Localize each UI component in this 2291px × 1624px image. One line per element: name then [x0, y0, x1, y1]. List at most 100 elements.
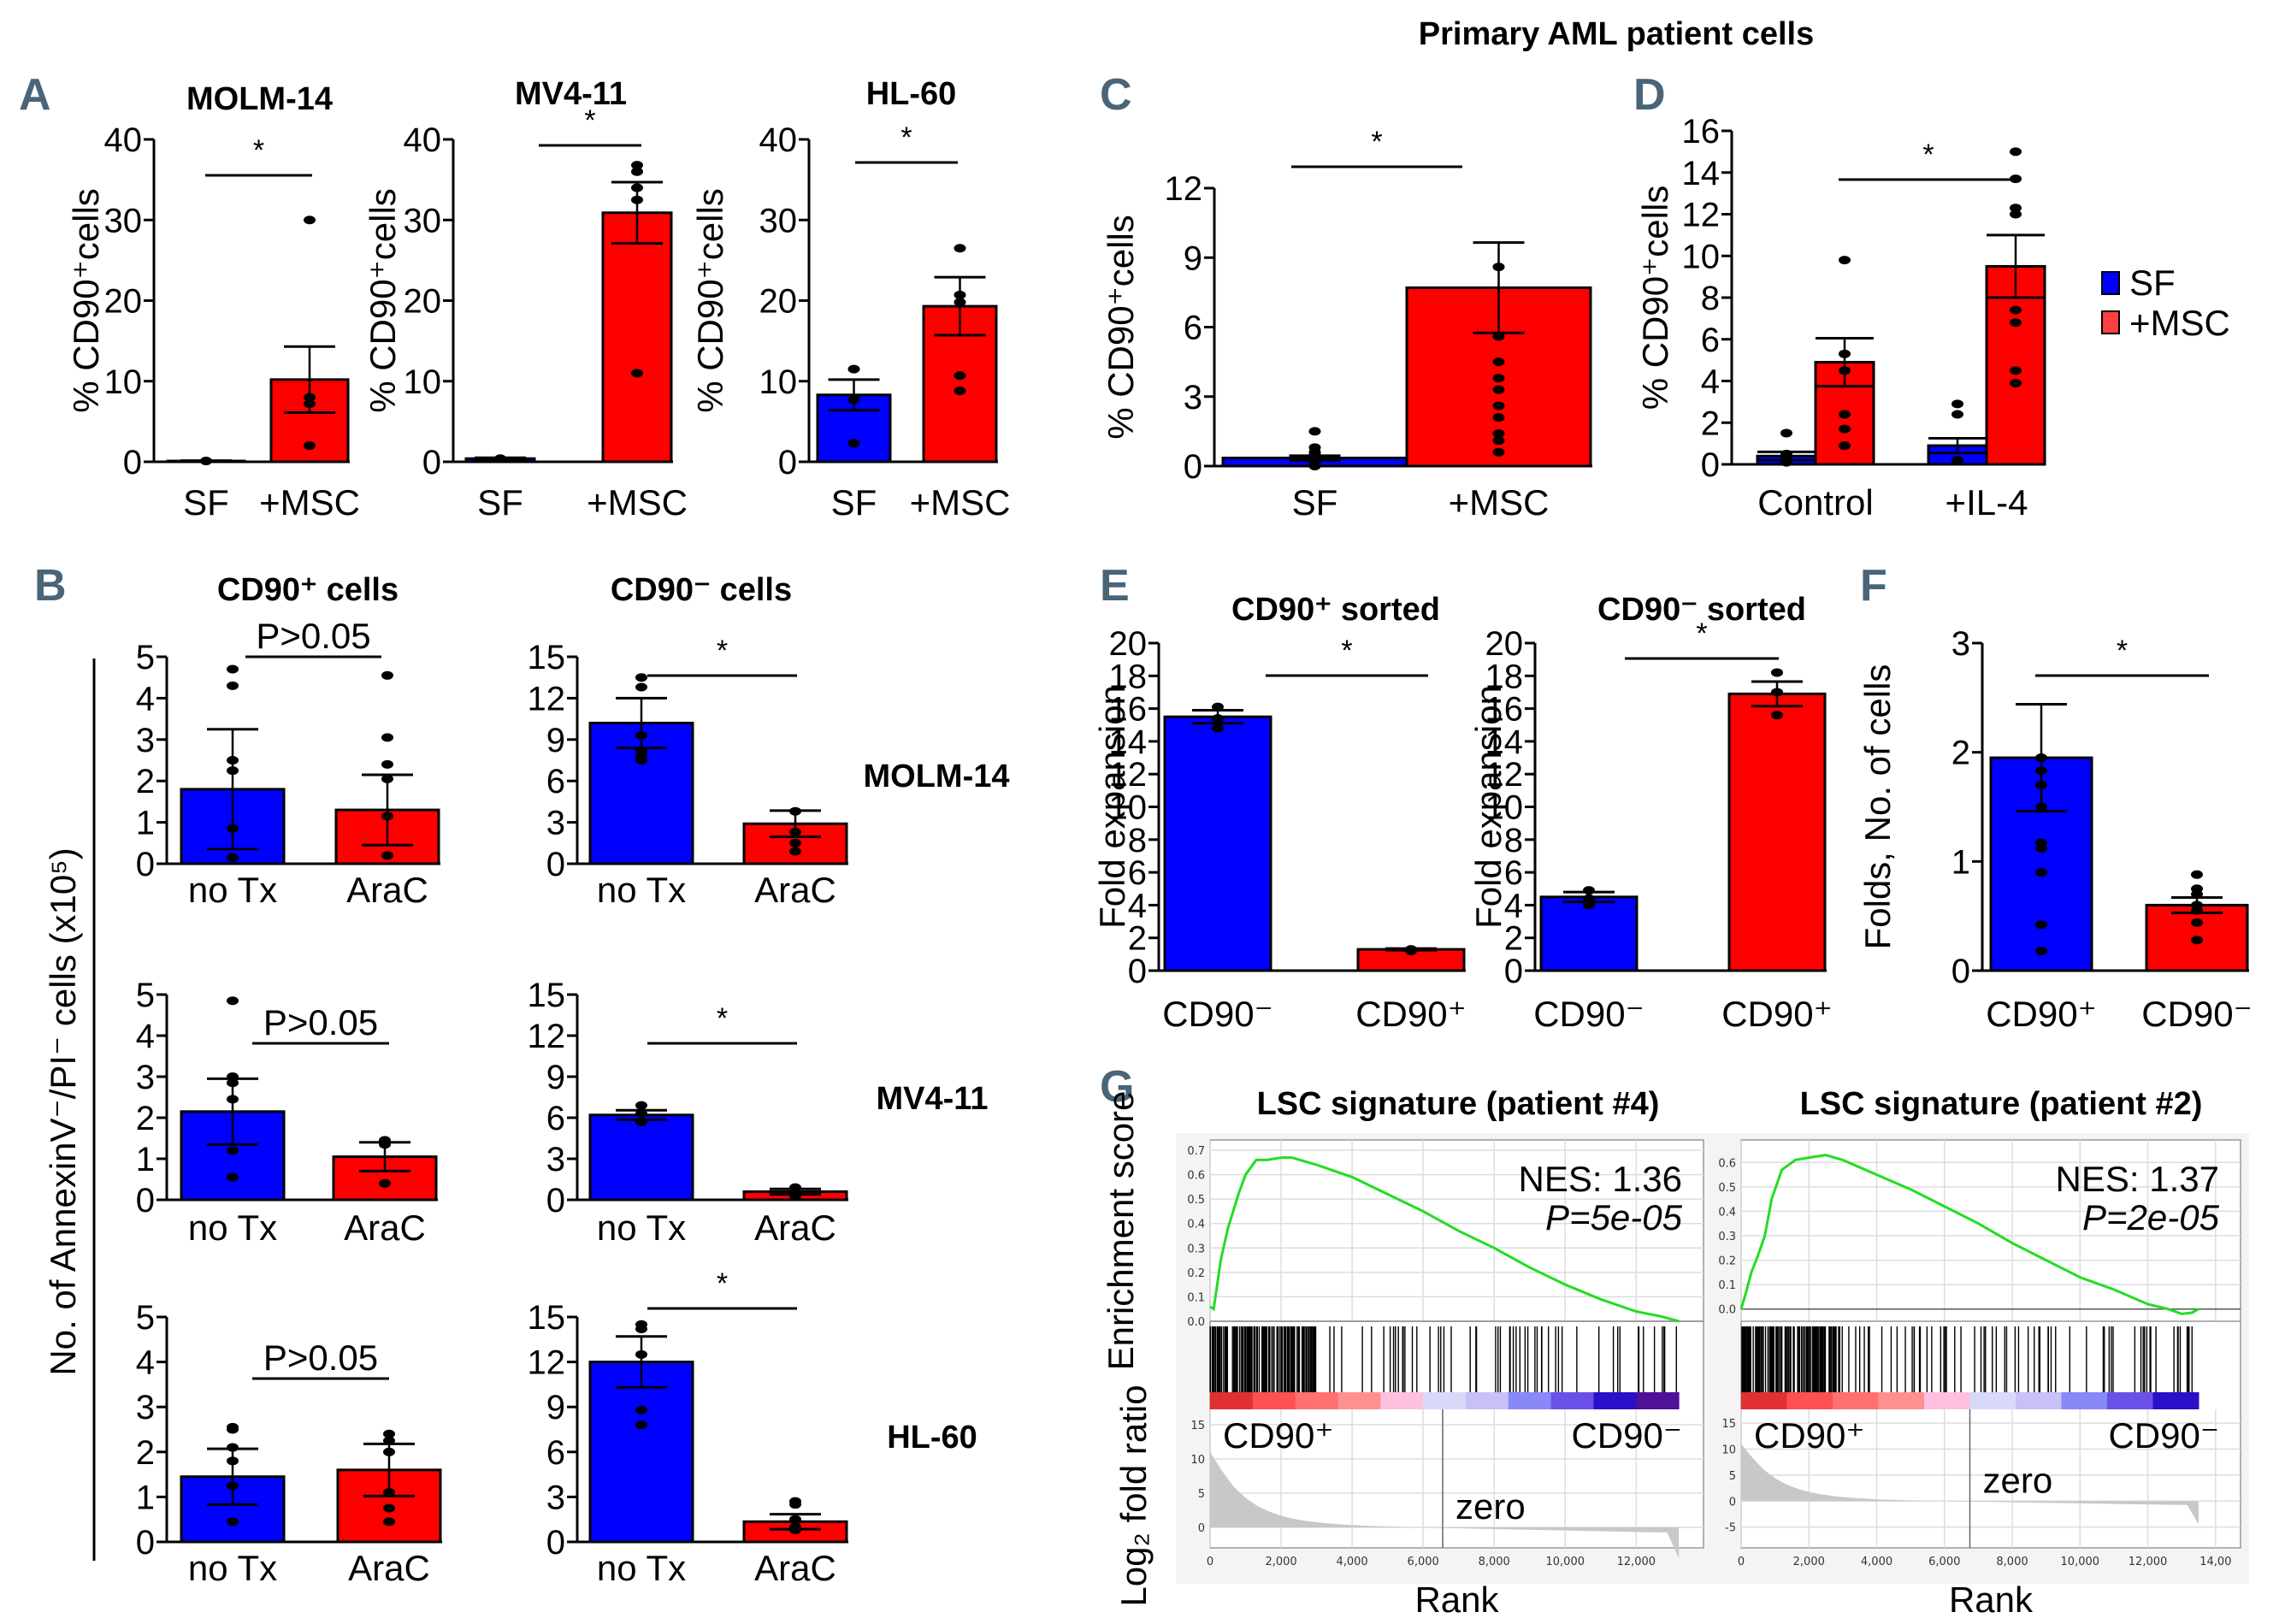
rank-y-tick-label: 15 [1721, 1418, 1736, 1431]
y-tick-label: 3 [546, 1141, 565, 1178]
b-shared-ylabel: No. of AnnexinV⁻/PI⁻ cells (x10⁵) [43, 847, 83, 1375]
data-point [381, 733, 393, 742]
y-axis-title: Enrichment score [1101, 1091, 1141, 1371]
x-tick-label: 14,00 [2199, 1556, 2231, 1568]
y-tick-label: 0 [1184, 448, 1202, 486]
y-axis-title-2: Log₂ fold ratio [1113, 1385, 1154, 1606]
x-tick-label: +MSC [587, 482, 688, 523]
data-point [954, 371, 966, 381]
b-row-label-mv411: MV4-11 [877, 1081, 989, 1117]
data-point [2010, 174, 2022, 184]
rank-color-band [1832, 1392, 1879, 1409]
data-point [635, 1101, 647, 1110]
data-point [1583, 886, 1595, 895]
data-point [1583, 901, 1595, 910]
x-tick-label: SF [183, 482, 229, 523]
data-point [2035, 868, 2047, 877]
chart-d: 0 2 4 6 8 10 12 14 16% CD90⁺cells Control +IL-4 * [1635, 113, 2046, 523]
panel-label-a: A [19, 70, 51, 120]
data-point [2035, 947, 2047, 956]
data-point [1839, 410, 1851, 419]
y-tick-label: 0.6 [1718, 1157, 1736, 1170]
legend-swatch-sf [2101, 271, 2120, 295]
x-tick-label: 12,000 [2129, 1556, 2168, 1568]
x-tick-label: 6,000 [1408, 1556, 1439, 1568]
y-tick-label: 0 [1701, 446, 1720, 484]
data-point [227, 1172, 239, 1182]
x-tick-label: 10,000 [2061, 1556, 2100, 1568]
data-point [379, 1140, 391, 1149]
data-point [635, 1420, 647, 1430]
b-col-title-cd90neg: CD90⁻ cells [611, 572, 792, 608]
rank-color-band [1786, 1392, 1833, 1409]
y-axis-title: % CD90⁺cells [363, 188, 403, 413]
x-tick-label: 8,000 [1996, 1556, 2028, 1568]
y-tick-label: 3 [136, 1059, 155, 1096]
x-tick-label: CD90⁺ [1721, 994, 1833, 1034]
significance-label: * [2117, 635, 2128, 667]
y-tick-label: 5 [136, 977, 155, 1014]
significance-label: P>0.05 [263, 1338, 378, 1378]
y-tick-label: 40 [759, 121, 798, 159]
y-axis-title: Fold expansion [1092, 685, 1132, 929]
chart-g1: LSC signature (patient #4) 0 2,000 4,000 6,0… [1101, 1086, 1712, 1620]
legend-label-msc: +MSC [2129, 303, 2230, 343]
x-tick-label: AraC [754, 870, 836, 910]
data-point [2010, 378, 2022, 387]
x-tick-label: 6,000 [1928, 1556, 1960, 1568]
b-row-label-molm14: MOLM-14 [864, 759, 1010, 794]
data-point [1771, 688, 1783, 697]
y-tick-label: 16 [1109, 691, 1148, 729]
significance-label: * [717, 1002, 728, 1035]
data-point [227, 1095, 239, 1104]
zero-label: zero [1982, 1460, 2052, 1500]
x-tick-label: CD90⁻ [1533, 994, 1644, 1034]
data-point [1212, 702, 1224, 712]
data-point [1492, 401, 1505, 410]
data-point [631, 167, 643, 176]
data-point [1308, 427, 1321, 436]
rank-color-band [1252, 1392, 1296, 1409]
x-tick-label: AraC [754, 1208, 836, 1248]
data-point [227, 1481, 239, 1491]
data-point [1405, 947, 1417, 956]
panel-label-c: C [1100, 70, 1132, 120]
data-point [1839, 441, 1851, 451]
rank-color-band [1593, 1392, 1637, 1409]
rank-color-band [2061, 1392, 2108, 1409]
y-tick-label: 0.3 [1718, 1231, 1736, 1243]
y-tick-label: 8 [1504, 822, 1523, 859]
x-tick-label: 8,000 [1479, 1556, 1510, 1568]
significance-label: * [717, 635, 728, 667]
y-tick-label: 14 [1682, 155, 1721, 192]
chart-b32: 0 3 6 9 12 15 no Tx AraC * [528, 1267, 848, 1588]
chart-title: MOLM-14 [186, 81, 333, 117]
data-point [2035, 920, 2047, 930]
data-point [1583, 894, 1595, 903]
data-point [227, 1146, 239, 1155]
data-point [494, 454, 506, 464]
negative-label: CD90⁻ [2108, 1415, 2219, 1456]
y-tick-label: 14 [1485, 723, 1524, 761]
y-tick-label: 4 [136, 1018, 155, 1055]
legend-swatch-msc [2101, 310, 2120, 334]
data-point [2010, 318, 2022, 328]
data-point [379, 1178, 391, 1188]
rank-color-band [1636, 1392, 1680, 1409]
y-tick-label: 5 [136, 639, 155, 676]
b-row-label-hl60: HL-60 [887, 1420, 977, 1456]
x-tick-label: 2,000 [1265, 1556, 1296, 1568]
y-axis-title: Fold expansion [1468, 685, 1509, 929]
x-tick-label: CD90⁺ [1355, 994, 1467, 1034]
y-tick-label: 1 [136, 805, 155, 842]
data-point [383, 1503, 395, 1513]
y-tick-label: 0 [1128, 953, 1147, 990]
y-tick-label: 0 [136, 846, 155, 883]
enrichment-curve [1739, 1154, 2199, 1315]
rank-y-tick-label: -5 [1725, 1522, 1736, 1535]
data-point [635, 673, 647, 682]
y-tick-label: 12 [528, 1018, 566, 1055]
x-tick-label: no Tx [188, 1208, 277, 1248]
